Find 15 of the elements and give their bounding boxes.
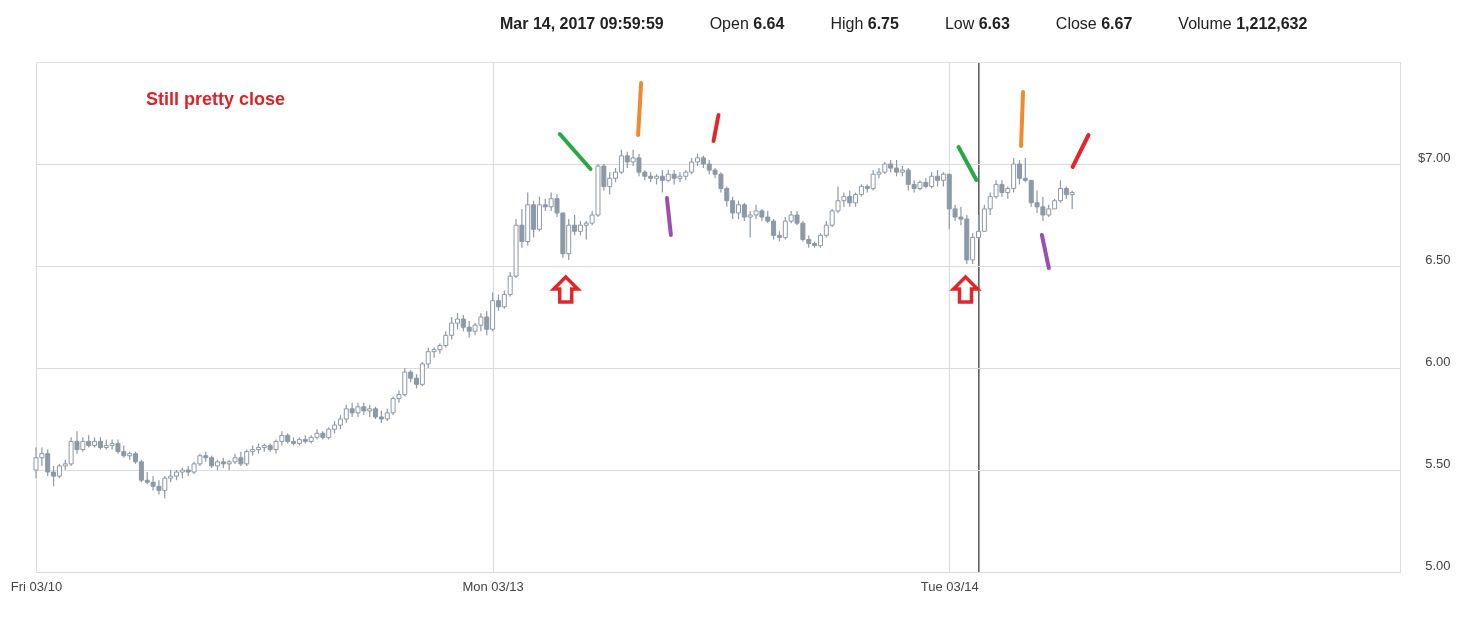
annotation: Still pretty close [146,89,286,110]
y-tick-label: 5.50 [1425,455,1451,471]
text: Volume 1,212,632 [1178,15,1308,33]
y-tick-label: 5.00 [1425,557,1451,573]
y-tick-label: 6.50 [1425,251,1451,267]
x-tick-label: Tue 03/14 [920,578,979,594]
text: Close 6.67 [1055,15,1133,33]
y-tick-label: 6.00 [1425,353,1451,369]
text: Low 6.63 [944,15,1010,33]
x-tick-label: Mon 03/13 [462,578,524,594]
text: Open 6.64 [709,15,785,33]
text: High 6.75 [830,15,899,33]
y-tick-label: $7.00 [1417,149,1451,165]
text: Mar 14, 2017 09:59:59 [500,15,664,32]
x-tick-label: Fri 03/10 [10,578,63,594]
